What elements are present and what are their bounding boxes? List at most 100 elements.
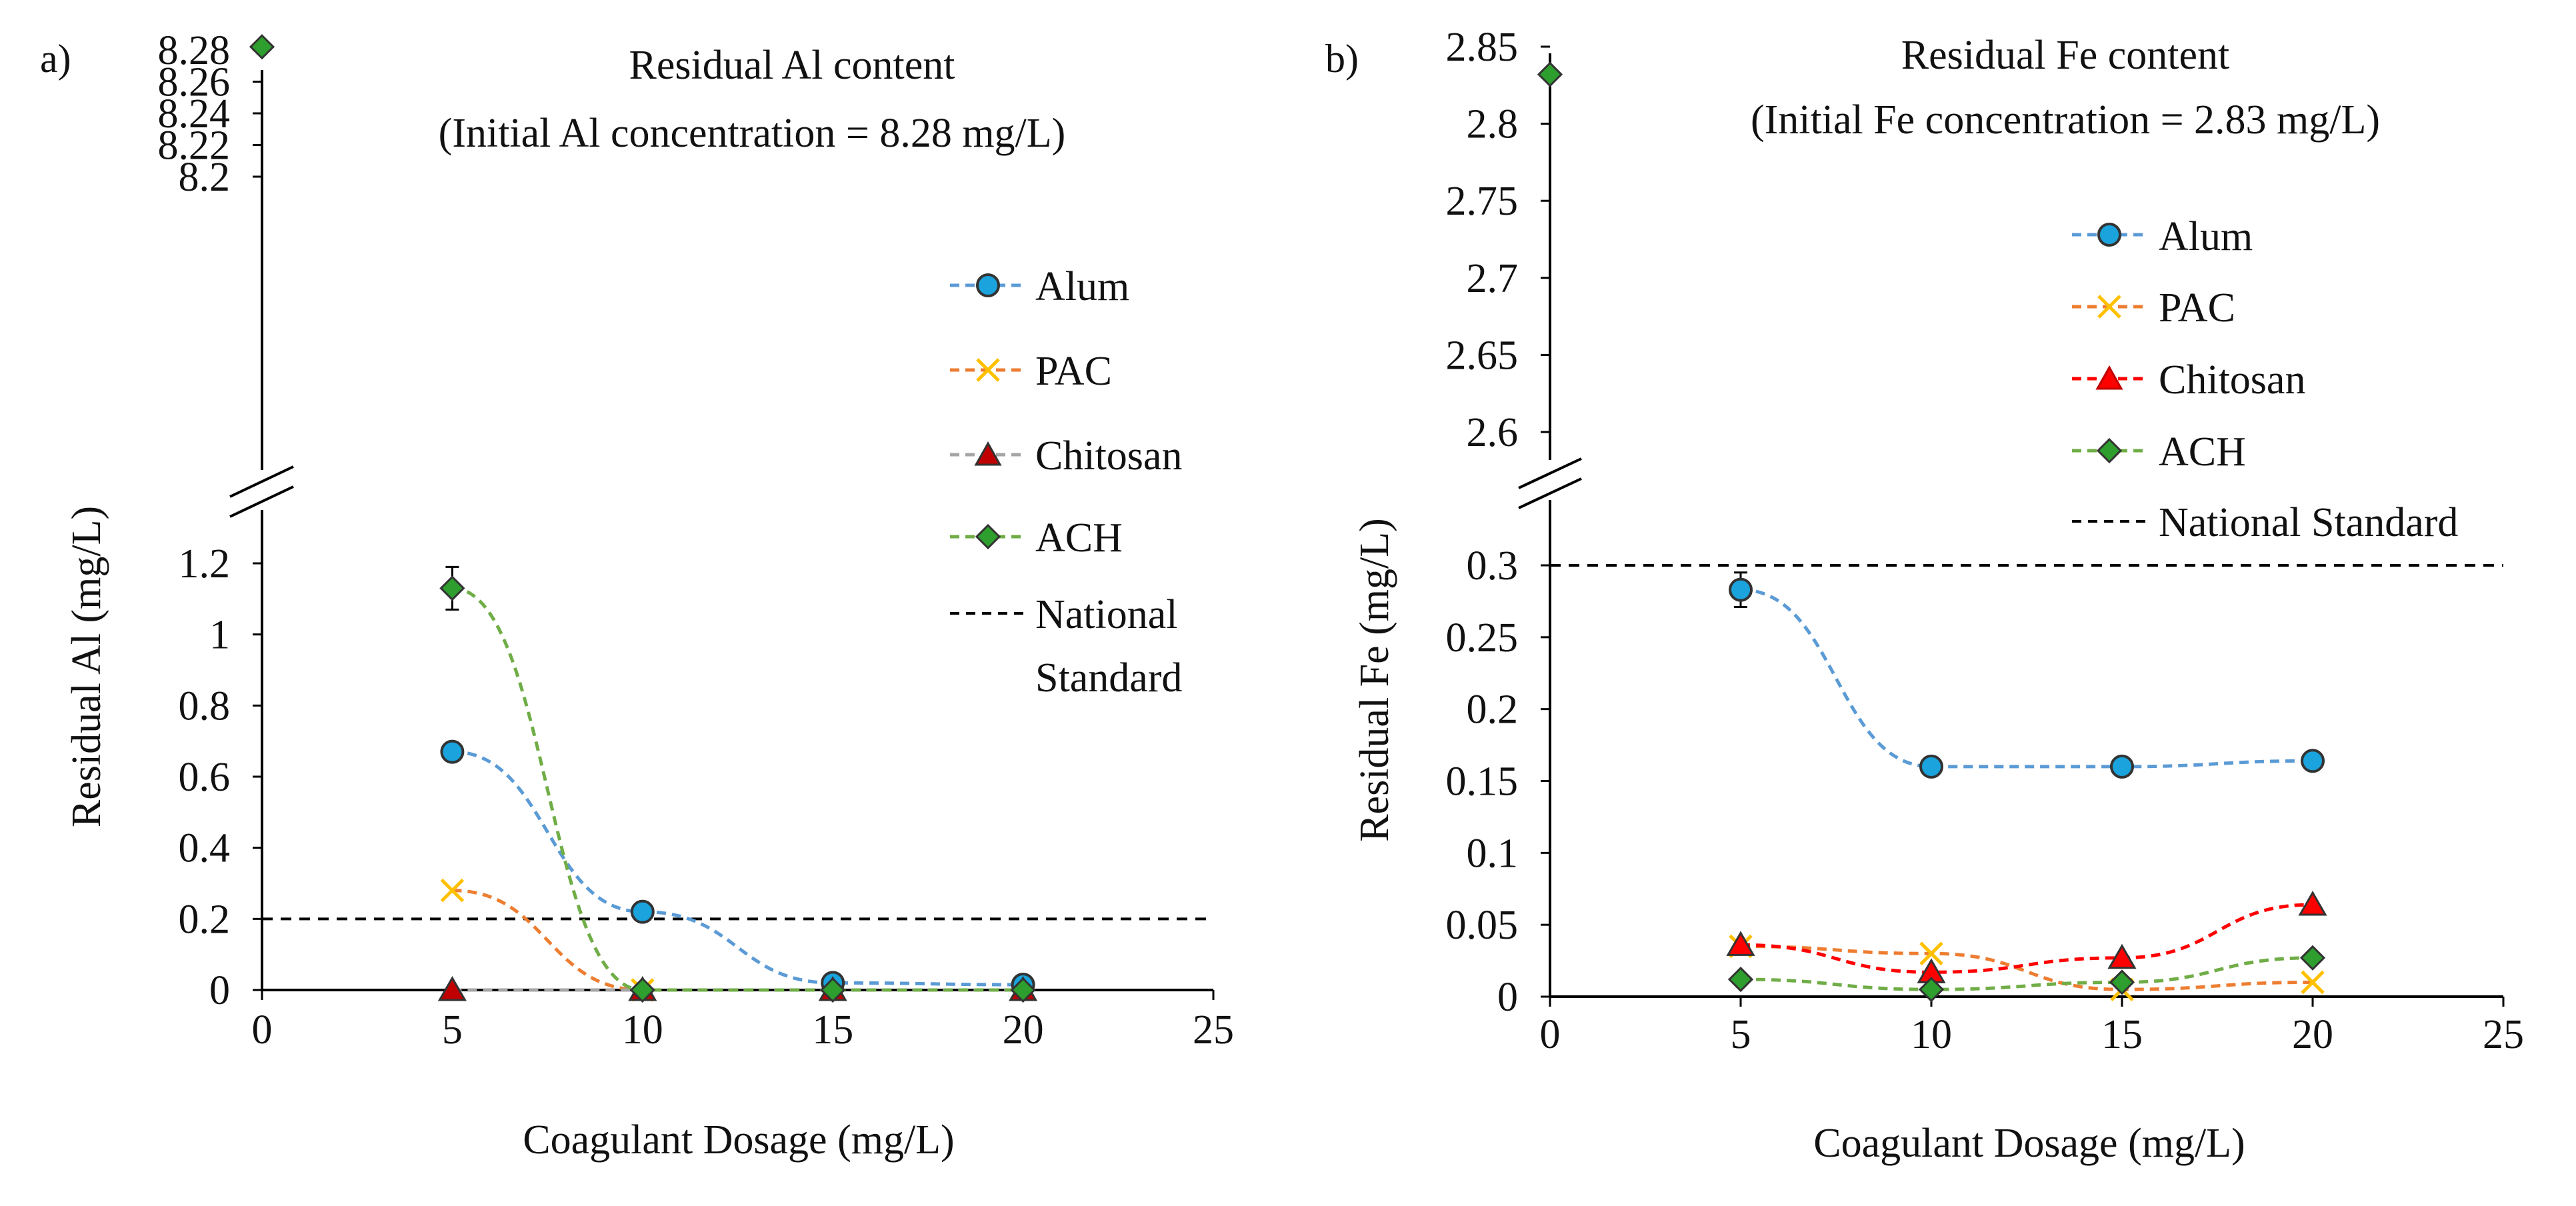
- panel-a-axis-break: [229, 465, 294, 518]
- x-tick-label: 5: [1731, 1012, 1751, 1057]
- x-tick-label: 15: [2101, 1012, 2143, 1057]
- legend-ach-marker: [975, 523, 1001, 550]
- legend-pac-label: PAC: [1035, 349, 1112, 394]
- legend-item-alum: Alum: [2072, 214, 2253, 259]
- legend-alum-marker: [2097, 223, 2121, 247]
- panel-a-label: a): [40, 37, 71, 81]
- y-tick-label: 0.25: [1446, 615, 1519, 661]
- data-point-chitosan: [2107, 943, 2137, 969]
- legend-chitosan-marker: [974, 441, 1002, 466]
- data-point-alum: [2110, 754, 2134, 779]
- panel-a-ytick-label: 8.26: [158, 60, 231, 105]
- legend-alum-marker: [976, 273, 1000, 297]
- data-point-ach: [1918, 977, 1945, 1003]
- panel-a-ytick-label: 8.2: [179, 155, 231, 200]
- panel-a-legend: Alum PAC Chitosan ACH: [950, 264, 1182, 701]
- panel-b-subtitle: (Initial Fe concentration = 2.83 mg/L): [1751, 97, 2380, 143]
- panel-b-x-ticks: 0 5 10 15 20 25: [1540, 997, 2524, 1057]
- panel-b-y-ticks-lower: 0 0.05 0.1 0.15 0.2 0.25 0.3: [1446, 543, 1550, 1020]
- panel-a-ytick-label: 8.24: [158, 91, 231, 137]
- x-tick-label: 10: [1911, 1012, 1952, 1057]
- legend-item-national-standard: National Standard: [950, 592, 1182, 701]
- data-point-alum: [1919, 754, 1943, 779]
- series-ach-line: [1740, 956, 2313, 991]
- data-point-alum: [1729, 577, 1753, 602]
- data-point-ach: [629, 977, 655, 1003]
- legend-alum-label: Alum: [1035, 264, 1129, 309]
- x-tick-label: 20: [2292, 1012, 2333, 1057]
- data-point-ach: [1537, 61, 1563, 87]
- legend-national-standard-label-line2: Standard: [1035, 655, 1182, 701]
- data-point-ach: [439, 575, 465, 601]
- y-tick-label: 0.1: [1467, 831, 1519, 876]
- panel-a-subtitle: (Initial Al concentration = 8.28 mg/L): [439, 111, 1066, 156]
- series-pac-line: [1740, 945, 2313, 991]
- y-tick-label: 2.8: [1467, 102, 1519, 147]
- y-tick-label: 0: [209, 968, 230, 1013]
- panel-a-residual-al: a) Residual Al content (Initial Al conce…: [40, 28, 1234, 1163]
- panel-a-x-axis-label: Coagulant Dosage (mg/L): [523, 1117, 954, 1163]
- legend-chitosan-label: Chitosan: [2159, 357, 2305, 403]
- data-point-chitosan: [2298, 890, 2327, 916]
- panel-a-ytick-label: 8.28: [158, 28, 231, 73]
- series-alum: [1729, 571, 2325, 779]
- panel-b-axis-break: [1518, 457, 1582, 509]
- series-chitosan: [1726, 890, 2327, 983]
- series-ach: [1537, 61, 2326, 1003]
- x-tick-label: 25: [2483, 1012, 2524, 1057]
- legend-ach-label: ACH: [1035, 515, 1123, 561]
- legend-pac-marker: [2097, 295, 2121, 319]
- legend-item-national-standard: National Standard: [2072, 500, 2458, 545]
- panel-a-y-axis-label: Residual Al (mg/L): [64, 506, 109, 827]
- y-tick-label: 0.4: [179, 826, 231, 871]
- y-tick-label: 0.2: [179, 897, 231, 942]
- x-tick-label: 0: [1540, 1012, 1561, 1057]
- panel-b-title: Residual Fe content: [1901, 33, 2229, 78]
- legend-national-standard-label: National Standard: [2159, 500, 2458, 545]
- y-tick-label: 2.85: [1446, 25, 1519, 70]
- panel-b-legend: Alum PAC Chitosan ACH: [2072, 214, 2458, 545]
- legend-item-pac: PAC: [950, 349, 1112, 394]
- data-point-ach: [1010, 977, 1036, 1003]
- data-point-pac: [1919, 941, 1943, 966]
- legend-item-chitosan: Chitosan: [2072, 357, 2305, 403]
- y-tick-label: 0.2: [1467, 687, 1519, 733]
- panel-b-y-ticks-upper: 2.6 2.65 2.7 2.75 2.8 2.85: [1446, 25, 1550, 455]
- data-point-alum: [630, 899, 655, 924]
- panel-a-y-ticks-upper: 8.2 8.22 8.24 8.26 8.28: [158, 28, 262, 200]
- data-point-chitosan: [1726, 931, 1755, 956]
- y-tick-label: 0.05: [1446, 903, 1519, 948]
- panel-b-y-axis-label: Residual Fe (mg/L): [1352, 518, 1397, 842]
- legend-item-pac: PAC: [2072, 285, 2235, 331]
- panel-a-ytick-label: 8.22: [158, 123, 231, 169]
- data-point-pac: [440, 878, 465, 903]
- series-alum-line: [1740, 588, 2313, 769]
- data-point-pac: [2301, 970, 2325, 995]
- x-tick-label: 15: [812, 1007, 853, 1053]
- data-point-alum: [440, 739, 465, 764]
- legend-item-ach: ACH: [2072, 429, 2246, 475]
- y-tick-label: 2.6: [1467, 410, 1519, 455]
- legend-pac-label: PAC: [2159, 285, 2235, 331]
- x-tick-label: 25: [1193, 1007, 1234, 1053]
- x-tick-label: 0: [252, 1007, 273, 1053]
- legend-item-chitosan: Chitosan: [950, 433, 1182, 479]
- y-tick-label: 0.15: [1446, 759, 1519, 805]
- panel-b-residual-fe: b) Residual Fe content (Initial Fe conce…: [1325, 25, 2524, 1166]
- series-ach: [249, 34, 1036, 1003]
- legend-chitosan-label: Chitosan: [1035, 433, 1182, 479]
- y-tick-label: 2.65: [1446, 333, 1519, 378]
- series-ach-line: [452, 586, 1023, 992]
- panel-a-series: [249, 34, 1038, 1003]
- data-point-ach: [1727, 966, 1754, 993]
- y-tick-label: 0.3: [1467, 543, 1519, 589]
- y-tick-label: 2.75: [1446, 179, 1519, 224]
- legend-item-alum: Alum: [950, 264, 1129, 309]
- data-point-ach: [249, 34, 275, 60]
- legend-national-standard-label-line1: National: [1035, 592, 1178, 637]
- legend-alum-label: Alum: [2159, 214, 2253, 259]
- y-tick-label: 2.7: [1467, 256, 1519, 301]
- data-point-alum: [2301, 749, 2325, 773]
- y-tick-label: 0.6: [179, 755, 231, 800]
